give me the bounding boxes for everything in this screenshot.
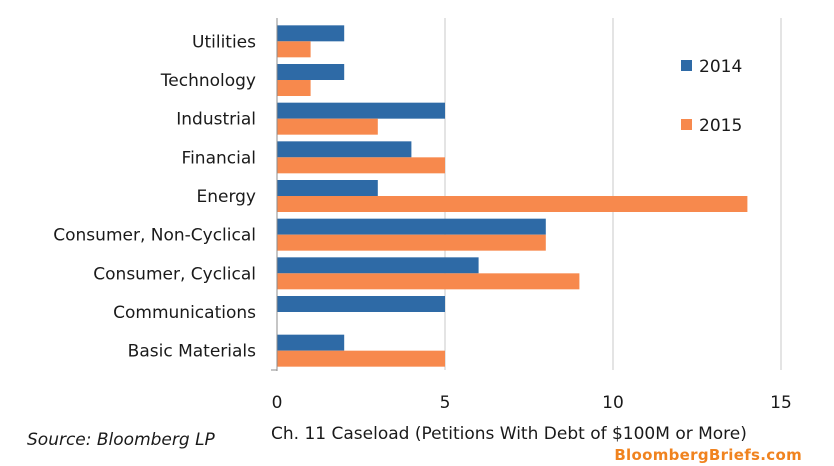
bar-2014-8 (277, 334, 345, 351)
bar-2014-7 (277, 296, 445, 312)
legend-swatch-2015 (681, 119, 692, 130)
bar-2014-0 (277, 25, 345, 42)
bar-2014-5 (277, 218, 546, 235)
category-label: Communications (113, 303, 256, 323)
legend: 2014 2015 (681, 57, 742, 136)
source-note: Source: Bloomberg LP (27, 430, 215, 450)
category-label: Technology (160, 71, 256, 91)
bar-2014-6 (277, 257, 479, 274)
category-label: Energy (196, 187, 256, 207)
legend-label-2015: 2015 (699, 116, 742, 136)
category-label: Consumer, Non-Cyclical (53, 226, 256, 246)
category-label: Basic Materials (128, 342, 256, 362)
category-labels: Utilities Technology Industrial Financial En… (53, 32, 256, 361)
legend-swatch-2014 (681, 60, 692, 71)
bar-2015-3 (277, 157, 445, 174)
category-label: Consumer, Cyclical (93, 264, 256, 284)
bar-2015-1 (277, 80, 311, 96)
bar-2015-8 (277, 350, 445, 367)
x-tick-label: 10 (602, 393, 624, 413)
x-tick-label: 0 (272, 393, 283, 413)
bar-2014-2 (277, 102, 445, 119)
bar-2015-2 (277, 118, 378, 135)
bar-2015-6 (277, 273, 580, 290)
y-axis (271, 18, 278, 371)
category-label: Industrial (176, 110, 256, 130)
x-axis-label: Ch. 11 Caseload (Petitions With Debt of … (271, 424, 747, 444)
category-label: Financial (182, 148, 256, 168)
bar-2014-4 (277, 180, 378, 196)
brand-footer: BloombergBriefs.com (614, 446, 802, 464)
bar-2014-1 (277, 64, 345, 80)
bar-2014-3 (277, 141, 412, 158)
bar-2015-5 (277, 234, 546, 251)
bar-2015-4 (277, 196, 748, 212)
x-tick-label: 5 (440, 393, 451, 413)
category-label: Utilities (192, 32, 256, 52)
legend-label-2014: 2014 (699, 57, 742, 77)
bar-chart: Utilities Technology Industrial Financial En… (53, 18, 792, 413)
x-tick-label: 15 (770, 393, 792, 413)
x-tick-labels: 0 5 10 15 (272, 393, 792, 413)
bar-2015-0 (277, 41, 311, 58)
bars (277, 25, 748, 367)
